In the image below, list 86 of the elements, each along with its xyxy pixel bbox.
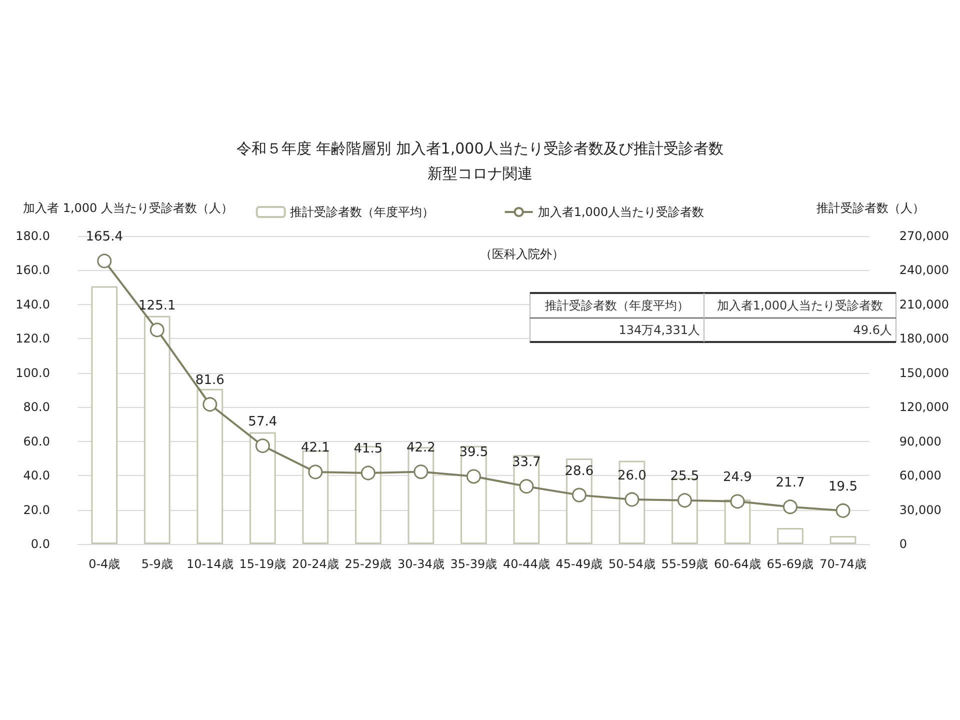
y2-tick-label: 210,000 xyxy=(899,297,949,312)
y-tick-label: 100.0 xyxy=(16,366,50,380)
x-tick-label: 20-24歳 xyxy=(292,557,339,571)
x-tick-label: 70-74歳 xyxy=(820,557,866,571)
point xyxy=(255,438,270,454)
data-label: 57.4 xyxy=(248,414,278,430)
y2-tick-label: 0 xyxy=(899,537,908,551)
point xyxy=(836,503,850,518)
data-label: 26.0 xyxy=(617,468,646,484)
y2-axis-title: 推計受診者数（人） xyxy=(816,201,924,215)
annotation: 134万4,331人 xyxy=(618,323,700,337)
point xyxy=(519,479,534,494)
y-tick-label: 160.0 xyxy=(16,263,50,278)
bar xyxy=(249,432,276,544)
annotation: 加入者1,000人当たり受診者数 xyxy=(716,298,884,312)
chart-title: 令和５年度 年齢階層別 加入者1,000人当たり受診者数及び推計受診者数 xyxy=(236,140,724,158)
legend-label: 加入者1,000人当たり受診者数 xyxy=(538,205,704,219)
data-label: 33.7 xyxy=(512,455,541,470)
y-tick-label: 120.0 xyxy=(16,332,50,346)
point xyxy=(677,493,692,508)
point xyxy=(624,492,640,507)
x-tick-label: 25-29歳 xyxy=(344,557,392,571)
data-label: 81.6 xyxy=(195,373,224,388)
point xyxy=(97,254,112,268)
bar xyxy=(460,446,487,544)
bar xyxy=(777,528,804,544)
annotation: （医科入院外） xyxy=(480,247,564,261)
data-label: 19.5 xyxy=(828,479,858,494)
x-tick-label: 5-9歳 xyxy=(141,557,173,571)
x-tick-label: 60-64歳 xyxy=(714,557,761,571)
y-tick-label: 80.0 xyxy=(23,400,50,414)
y2-tick-label: 90,000 xyxy=(899,434,942,448)
x-tick-label: 0-4歳 xyxy=(88,557,120,571)
bar xyxy=(830,536,856,544)
annotation: 49.6人 xyxy=(853,323,892,337)
y-tick-label: 0.0 xyxy=(30,537,50,551)
point xyxy=(783,500,798,514)
x-tick-label: 15-19歳 xyxy=(239,557,286,571)
point xyxy=(360,466,376,480)
bar xyxy=(144,316,170,544)
y-tick-label: 20.0 xyxy=(23,502,50,517)
bar xyxy=(302,450,329,544)
chart-subtitle: 新型コロナ関連 xyxy=(428,164,532,182)
point xyxy=(150,322,164,338)
data-label: 165.4 xyxy=(86,230,123,245)
data-label: 24.9 xyxy=(723,470,752,486)
data-label: 28.6 xyxy=(564,464,594,479)
bar xyxy=(196,388,224,544)
y2-tick-label: 120,000 xyxy=(899,400,949,414)
point xyxy=(414,464,428,480)
data-label: 125.1 xyxy=(138,298,176,314)
data-label: 21.7 xyxy=(776,476,805,491)
data-label: 39.5 xyxy=(459,445,488,460)
y-tick-label: 60.0 xyxy=(23,434,50,448)
bar xyxy=(513,455,540,544)
bar xyxy=(91,286,118,544)
data-label: 25.5 xyxy=(670,469,700,484)
data-label: 42.1 xyxy=(300,440,330,456)
legend-label: 推計受診者数（年度平均） xyxy=(290,205,434,219)
point xyxy=(202,397,218,412)
annotation: 推計受診者数（年度平均） xyxy=(545,298,689,312)
point xyxy=(308,464,323,480)
y2-tick-label: 270,000 xyxy=(899,229,949,243)
x-tick-label: 55-59歳 xyxy=(661,557,708,571)
x-tick-label: 40-44歳 xyxy=(503,557,550,571)
x-tick-label: 45-49歳 xyxy=(556,557,603,571)
point xyxy=(730,494,745,509)
y-tick-label: 40.0 xyxy=(23,468,50,483)
x-tick-label: 50-54歳 xyxy=(608,557,656,571)
x-tick-label: 65-69歳 xyxy=(766,557,814,571)
y2-tick-label: 60,000 xyxy=(899,468,942,483)
y2-tick-label: 30,000 xyxy=(899,502,942,517)
x-tick-label: 30-34歳 xyxy=(397,557,444,571)
data-label: 41.5 xyxy=(354,442,383,457)
y-axis-title: 加入者 1,000 人当たり受診者数（人） xyxy=(23,201,233,215)
y2-tick-label: 150,000 xyxy=(899,366,949,380)
y2-tick-label: 180,000 xyxy=(899,332,949,346)
x-tick-label: 35-39歳 xyxy=(450,557,498,571)
data-label: 42.2 xyxy=(406,440,436,456)
bar xyxy=(566,458,592,544)
y-tick-label: 180.0 xyxy=(16,229,50,243)
y2-tick-label: 240,000 xyxy=(899,263,949,278)
x-tick-label: 10-14歳 xyxy=(186,557,234,571)
point xyxy=(572,488,586,502)
point xyxy=(466,469,481,484)
y-tick-label: 140.0 xyxy=(16,297,50,312)
